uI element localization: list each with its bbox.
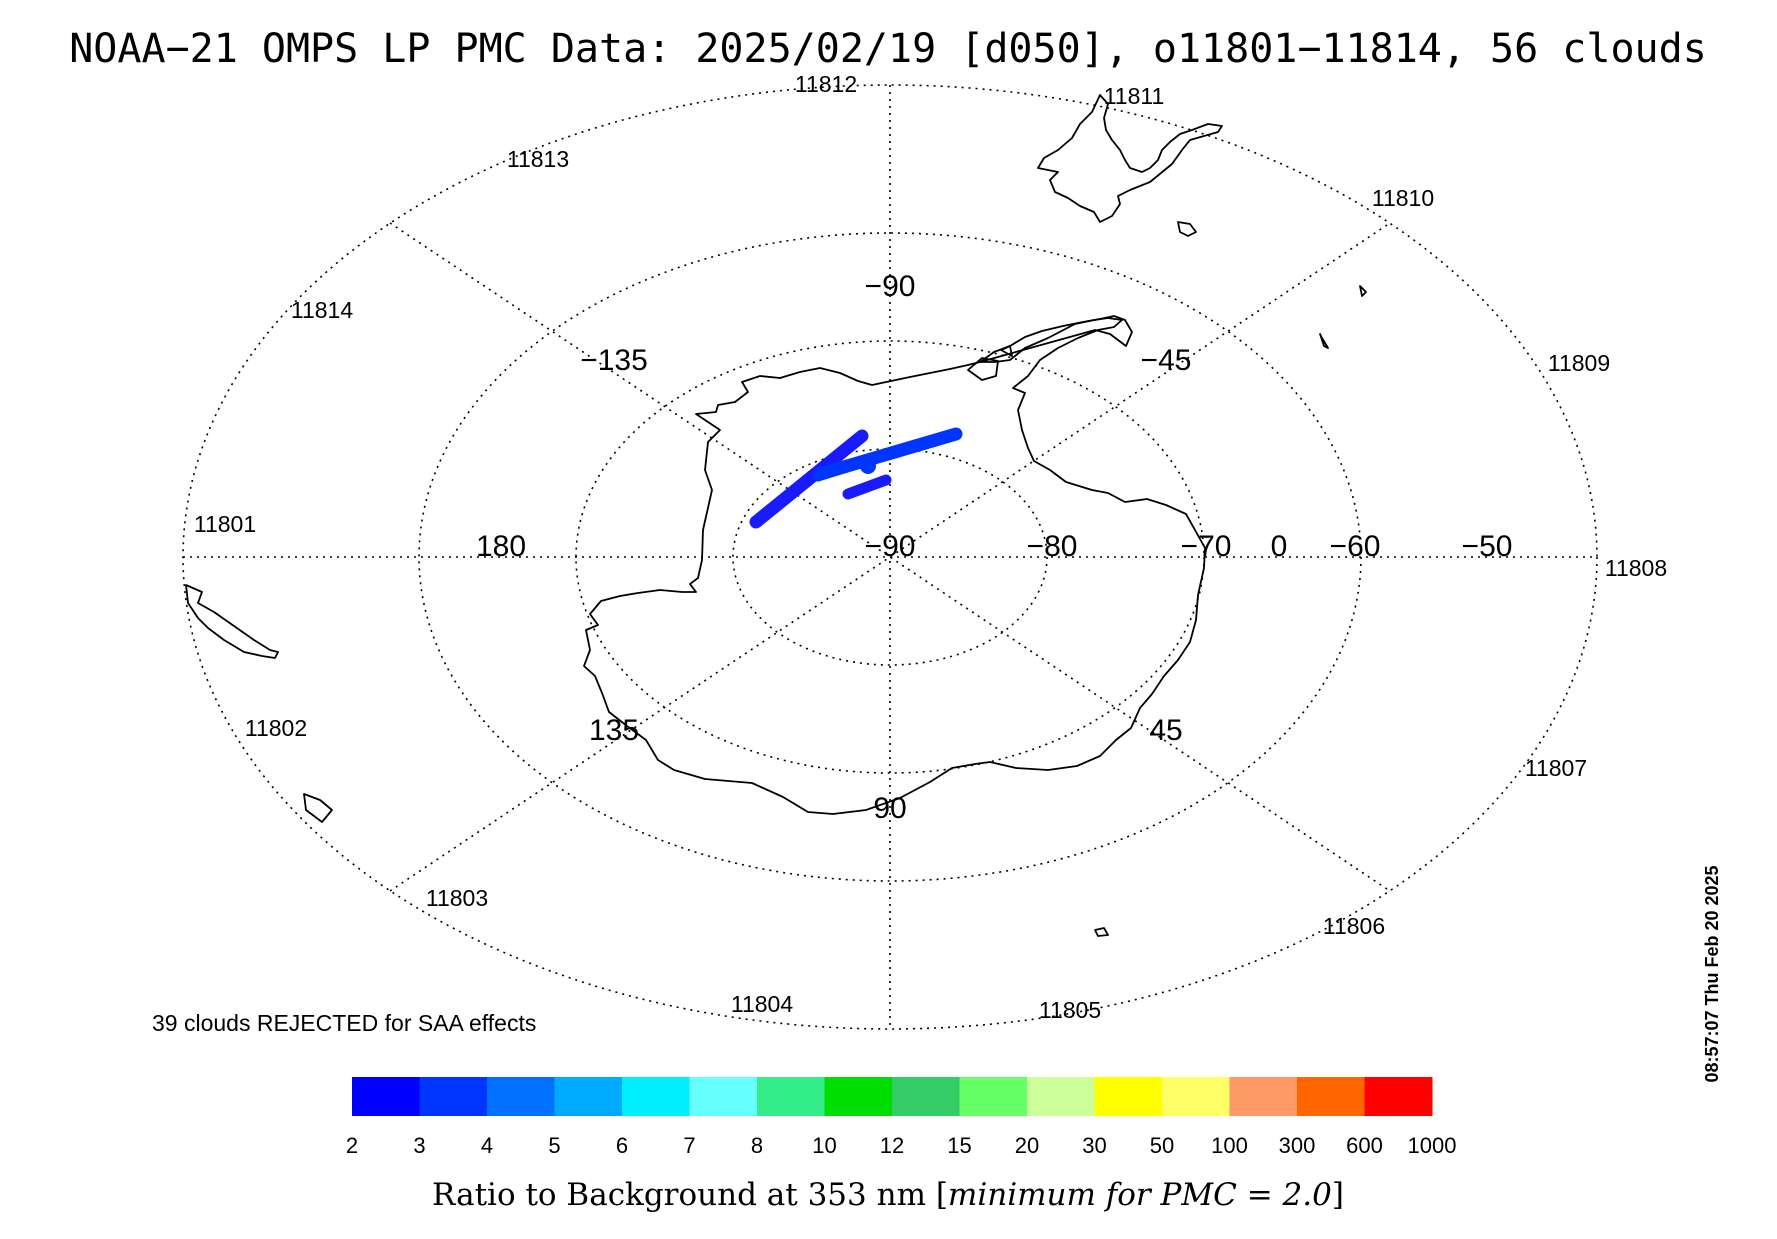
orbit-label-11809: 11809 — [1548, 350, 1610, 376]
lon-label-90: 90 — [873, 792, 906, 825]
orbit-label-11814: 11814 — [291, 297, 353, 323]
antarctic-peninsula-coastline — [979, 315, 1133, 363]
heard-island — [1094, 927, 1109, 937]
lon-label-0: 0 — [1271, 530, 1288, 563]
cloud-point — [860, 458, 876, 474]
meridian-45-b — [389, 222, 1391, 892]
orbit-label-11806: 11806 — [1323, 913, 1385, 939]
orbit-label-11810: 11810 — [1372, 185, 1434, 211]
colorbar-tick-label: 2 — [346, 1133, 358, 1158]
lon-label-45: 45 — [1149, 714, 1182, 747]
colorbar-swatch — [1027, 1077, 1095, 1116]
colorbar — [352, 1077, 1433, 1116]
cloud-tracks — [749, 427, 963, 529]
cloud-track-4 — [812, 456, 868, 482]
colorbar-tick-label: 7 — [683, 1133, 695, 1158]
lon-label-180: 180 — [476, 530, 526, 563]
colorbar-tick-label: 50 — [1150, 1133, 1174, 1158]
orbit-label-11808: 11808 — [1605, 555, 1667, 581]
colorbar-swatch — [1229, 1077, 1298, 1116]
falkland-islands — [1177, 221, 1197, 237]
coastlines — [185, 94, 1367, 937]
colorbar-swatch — [419, 1077, 488, 1116]
orbit-labels: 11801 11802 11803 11804 11805 11806 1180… — [194, 71, 1667, 1023]
meridian-grid — [183, 85, 1597, 1029]
colorbar-tick-label: 3 — [413, 1133, 425, 1158]
colorbar-swatch — [757, 1077, 825, 1116]
colorbar-swatch — [622, 1077, 690, 1116]
colorbar-tick-label: 100 — [1211, 1133, 1248, 1158]
new-zealand-south-island — [185, 584, 279, 659]
colorbar-tick-label: 5 — [548, 1133, 560, 1158]
south-georgia-island — [1319, 333, 1329, 349]
orbit-label-11805: 11805 — [1039, 997, 1101, 1023]
lon-label-neg45: −45 — [1141, 344, 1192, 377]
orbit-label-11811: 11811 — [1104, 83, 1165, 109]
antarctica-coastline — [583, 317, 1206, 815]
longitude-labels: −90 −135 −45 180 0 135 45 90 — [476, 270, 1287, 825]
figure-title: NOAA−21 OMPS LP PMC Data: 2025/02/19 [d0… — [69, 26, 1707, 72]
cloud-track-3 — [842, 474, 892, 500]
colorbar-label: Ratio to Background at 353 nm [minimum f… — [432, 1177, 1344, 1213]
ronne-ice-shelf-islands — [967, 345, 1013, 381]
colorbar-swatch — [487, 1077, 555, 1116]
colorbar-tick-labels: 2 3 4 5 6 7 8 10 12 15 20 30 50 100 300 600 1000 — [346, 1133, 1457, 1158]
orbit-label-11801: 11801 — [194, 511, 256, 537]
south-sandwich-islands — [1359, 285, 1367, 297]
colorbar-swatch — [1162, 1077, 1230, 1116]
colorbar-swatch — [1094, 1077, 1163, 1116]
colorbar-swatch — [352, 1077, 420, 1116]
lat-label-neg90: −90 — [865, 530, 916, 563]
colorbar-tick-label: 300 — [1279, 1133, 1316, 1158]
lat-label-neg80: −80 — [1027, 530, 1078, 563]
cloud-track-1 — [749, 429, 869, 529]
colorbar-tick-label: 600 — [1346, 1133, 1383, 1158]
lon-label-neg135: −135 — [580, 344, 648, 377]
colorbar-label-suffix: ] — [1332, 1177, 1344, 1213]
auckland-islands — [303, 793, 333, 823]
meridian-45-a — [389, 222, 1391, 892]
colorbar-tick-label: 6 — [616, 1133, 628, 1158]
colorbar-tick-label: 30 — [1082, 1133, 1106, 1158]
colorbar-tick-label: 20 — [1015, 1133, 1039, 1158]
orbit-label-11803: 11803 — [426, 885, 488, 911]
colorbar-tick-label: 1000 — [1408, 1133, 1457, 1158]
colorbar-tick-label: 10 — [812, 1133, 836, 1158]
lat-label-neg50: −50 — [1462, 530, 1513, 563]
colorbar-swatch — [959, 1077, 1028, 1116]
lat-label-neg70: −70 — [1181, 530, 1232, 563]
colorbar-label-italic: minimum for PMC = 2.0 — [948, 1177, 1332, 1213]
colorbar-tick-label: 4 — [481, 1133, 493, 1158]
lon-label-135: 135 — [589, 714, 639, 747]
colorbar-swatch — [554, 1077, 623, 1116]
orbit-label-11804: 11804 — [731, 991, 793, 1017]
south-america-coastline — [1037, 94, 1223, 223]
colorbar-tick-label: 8 — [751, 1133, 763, 1158]
latitude-labels: −90 −80 −70 −60 −50 — [865, 530, 1513, 563]
lon-label-neg90: −90 — [865, 270, 916, 303]
colorbar-swatch — [1364, 1077, 1433, 1116]
colorbar-tick-label: 12 — [880, 1133, 904, 1158]
colorbar-swatch — [1297, 1077, 1365, 1116]
colorbar-tick-label: 15 — [947, 1133, 971, 1158]
rejected-clouds-note: 39 clouds REJECTED for SAA effects — [152, 1010, 536, 1036]
orbit-label-11802: 11802 — [245, 715, 307, 741]
colorbar-swatch — [689, 1077, 758, 1116]
orbit-label-11813: 11813 — [507, 146, 569, 172]
timestamp: 08:57:07 Thu Feb 20 2025 — [1702, 865, 1722, 1082]
orbit-label-11807: 11807 — [1525, 755, 1587, 781]
colorbar-swatch — [824, 1077, 893, 1116]
latitude-ring-80 — [732, 448, 1048, 666]
colorbar-swatch — [892, 1077, 960, 1116]
orbit-label-11812: 11812 — [795, 71, 857, 97]
lat-label-neg60: −60 — [1330, 530, 1381, 563]
colorbar-label-prefix: Ratio to Background at 353 nm [ — [432, 1177, 948, 1213]
